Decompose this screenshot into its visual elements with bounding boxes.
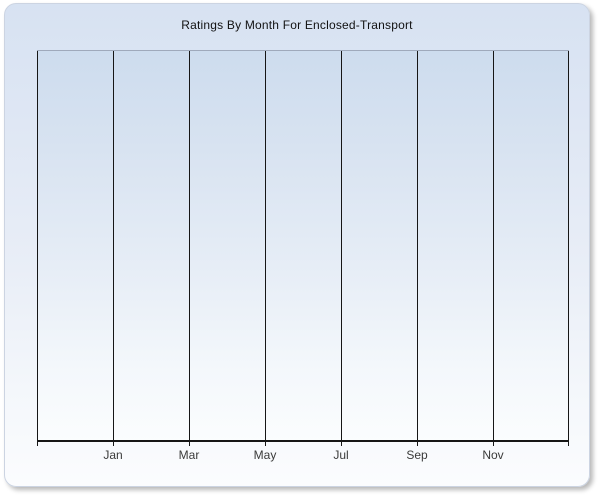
gridline-vertical xyxy=(417,51,418,446)
x-tick-label: Jul xyxy=(333,448,349,462)
chart-title: Ratings By Month For Enclosed-Transport xyxy=(181,18,413,32)
x-tick-label: Mar xyxy=(178,448,200,462)
x-tick-label: May xyxy=(253,448,277,462)
x-tick-label: Nov xyxy=(482,448,504,462)
x-axis-line xyxy=(37,440,569,442)
gridline-vertical xyxy=(113,51,114,446)
gridline-vertical xyxy=(265,51,266,446)
gridline-vertical xyxy=(37,51,38,446)
plot-area xyxy=(37,50,569,446)
x-axis-labels: Jan Mar May Jul Sep Nov xyxy=(37,448,569,466)
x-tick-label: Sep xyxy=(406,448,428,462)
x-tick-label: Jan xyxy=(103,448,123,462)
gridline-vertical xyxy=(493,51,494,446)
chart-panel: Ratings By Month For Enclosed-Transport … xyxy=(4,3,590,487)
gridline-vertical xyxy=(189,51,190,446)
gridline-vertical xyxy=(568,51,569,446)
gridline-vertical xyxy=(341,51,342,446)
